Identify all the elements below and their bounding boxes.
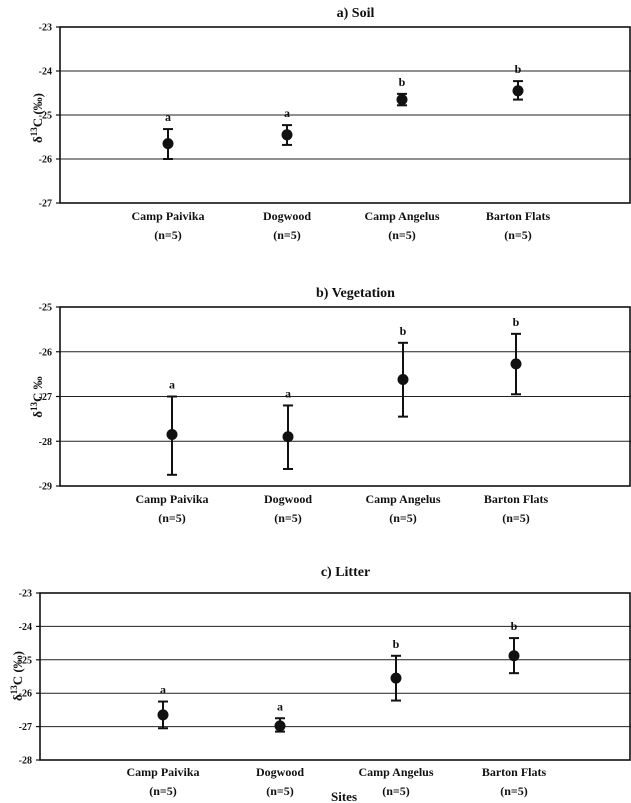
y-tick-label: -27	[39, 392, 52, 403]
chart-title: c) Litter	[321, 565, 370, 580]
panel-1: a) Soil -23 -24 -25 -26 -27 δ13C (‰) a Camp Paiv…	[29, 6, 631, 242]
panel-3: c) Litter -23 -24 -25 -26 -27 -28 δ13C (‰) a Camp…	[9, 565, 631, 803]
data-point	[281, 129, 293, 141]
significance-label: b	[515, 62, 522, 76]
sample-size-label: (n=5)	[502, 511, 530, 525]
significance-label: b	[399, 75, 406, 89]
significance-label: a	[277, 699, 283, 713]
data-point	[390, 672, 402, 684]
data-point	[396, 94, 408, 106]
category-label: Camp Paivika	[131, 209, 204, 223]
y-tick-label: -27	[39, 199, 52, 210]
data-point	[162, 138, 174, 150]
category-label: Camp Paivika	[135, 492, 208, 506]
category-label: Dogwood	[263, 209, 311, 223]
chart-title: b) Vegetation	[316, 286, 395, 301]
y-tick-label: -25	[39, 111, 52, 122]
y-axis-label: δ13C (‰)	[29, 93, 45, 143]
sample-size-label: (n=5)	[500, 784, 528, 798]
category-label: Camp Angelus	[364, 209, 439, 223]
significance-label: b	[511, 619, 518, 633]
data-point	[512, 85, 524, 97]
sample-size-label: (n=5)	[158, 511, 186, 525]
significance-label: a	[165, 110, 171, 124]
significance-label: a	[284, 106, 290, 120]
y-tick-label: -28	[39, 437, 52, 448]
significance-label: a	[160, 683, 166, 697]
category-label: Dogwood	[264, 492, 312, 506]
y-tick-label: -24	[19, 622, 32, 633]
category-label: Dogwood	[256, 765, 304, 779]
sample-size-label: (n=5)	[274, 511, 302, 525]
significance-label: b	[400, 324, 407, 338]
chart-title: a) Soil	[337, 6, 375, 21]
data-point	[274, 720, 286, 732]
y-tick-label: -26	[39, 155, 52, 166]
sample-size-label: (n=5)	[149, 784, 177, 798]
data-point	[508, 650, 520, 662]
significance-label: b	[393, 637, 400, 651]
category-label: Barton Flats	[484, 492, 549, 506]
data-point	[166, 429, 178, 441]
significance-label: a	[285, 386, 291, 400]
category-label: Camp Paivika	[126, 765, 199, 779]
panel-2: b) Vegetation -25 -26 -27 -28 -29 δ13C ‰ a Camp …	[29, 286, 631, 525]
significance-label: a	[169, 378, 175, 392]
y-tick-label: -26	[19, 689, 32, 700]
y-tick-label: -27	[19, 722, 32, 733]
plot-frame	[39, 592, 631, 761]
y-tick-label: -23	[39, 23, 52, 34]
y-tick-label: -28	[19, 756, 32, 767]
sample-size-label: (n=5)	[504, 228, 532, 242]
sample-size-label: (n=5)	[154, 228, 182, 242]
y-tick-label: -26	[39, 347, 52, 358]
y-tick-label: -25	[19, 655, 32, 666]
data-point	[397, 373, 409, 385]
data-point	[282, 431, 294, 443]
category-label: Barton Flats	[486, 209, 551, 223]
category-label: Camp Angelus	[365, 492, 440, 506]
category-label: Camp Angelus	[358, 765, 433, 779]
sample-size-label: (n=5)	[388, 228, 416, 242]
y-tick-label: -23	[19, 589, 32, 600]
sample-size-label: (n=5)	[266, 784, 294, 798]
y-tick-label: -29	[39, 482, 52, 493]
data-point	[157, 709, 169, 721]
data-point	[510, 358, 522, 370]
y-tick-label: -25	[39, 303, 52, 314]
x-axis-label: Sites	[331, 789, 357, 803]
sample-size-label: (n=5)	[382, 784, 410, 798]
y-axis-label: δ13C (‰)	[9, 651, 25, 701]
category-label: Barton Flats	[482, 765, 547, 779]
significance-label: b	[513, 315, 520, 329]
y-tick-label: -24	[39, 67, 52, 78]
sample-size-label: (n=5)	[389, 511, 417, 525]
y-axis-label: δ13C ‰	[29, 376, 45, 417]
sample-size-label: (n=5)	[273, 228, 301, 242]
